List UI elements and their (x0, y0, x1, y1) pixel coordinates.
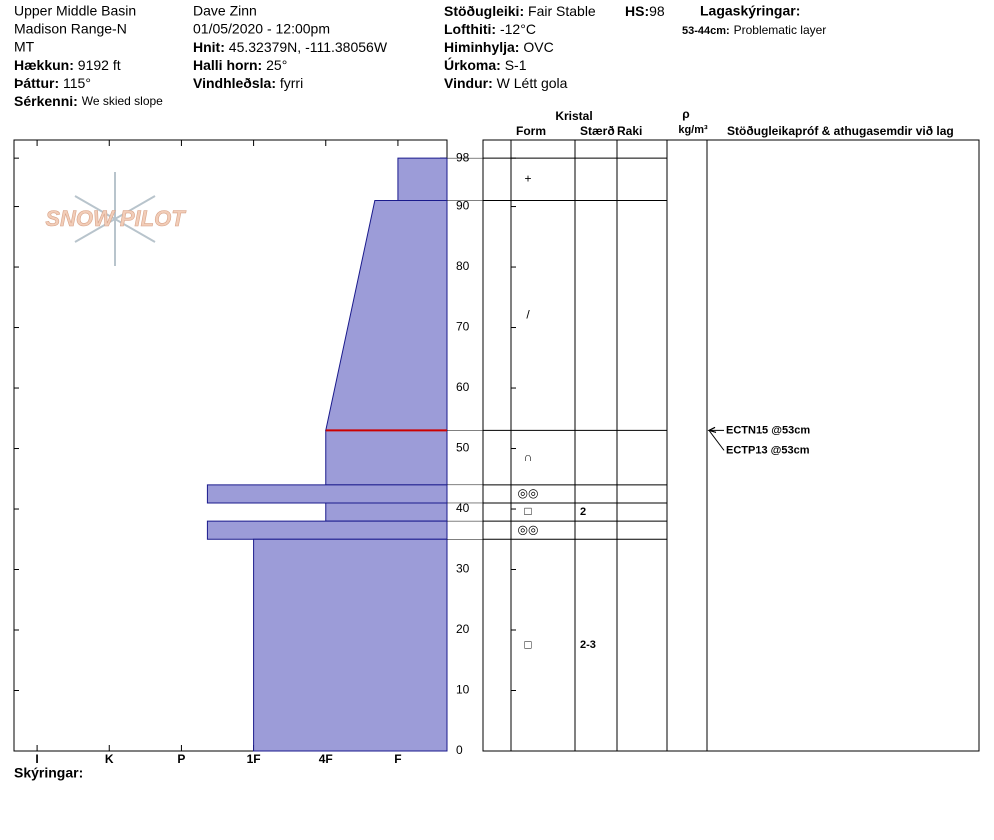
grain-form: + (524, 171, 531, 185)
grain-form: ∩ (524, 450, 533, 464)
layer (325, 502, 448, 522)
col-header: ρ (682, 107, 689, 121)
location: Madison Range-N (14, 21, 127, 37)
observer: Dave Zinn (193, 3, 257, 19)
layer (206, 520, 448, 540)
layer (253, 538, 448, 752)
air-temp: Lofthiti: -12°C (444, 21, 536, 37)
logo-text: SNOW PILOT (45, 206, 186, 231)
layer-notes-title: Lagaskýringar: (700, 3, 800, 19)
test-arrowhead (707, 426, 717, 433)
y-tick-label: 90 (456, 199, 470, 213)
test-arrow (708, 430, 725, 451)
layer-note: 53-44cm: Problematic layer (682, 22, 826, 38)
location: Upper Middle Basin (14, 3, 136, 19)
stability: Stöðugleiki: Fair Stable (444, 3, 596, 19)
coords: Hnit: 45.32379N, -111.38056W (193, 39, 388, 55)
features: Sérkenni: We skied slope (14, 93, 163, 109)
col-header: Raki (617, 124, 642, 138)
grain-size: 2-3 (580, 639, 596, 651)
x-tick-label: P (177, 752, 185, 766)
col-header: Form (516, 124, 546, 138)
grain-size: 2 (580, 506, 586, 518)
y-tick-label: 30 (456, 562, 470, 576)
y-tick-label: 50 (456, 441, 470, 455)
wind: Vindur: W Létt gola (444, 75, 568, 91)
datetime: 01/05/2020 - 12:00pm (193, 21, 330, 37)
col-header: Kristal (555, 109, 592, 123)
column-lines (510, 140, 708, 751)
x-tick-label: F (394, 752, 401, 766)
layer (206, 484, 448, 504)
location: MT (14, 39, 35, 55)
col-header: kg/m³ (678, 124, 708, 136)
slope: Halli horn: 25° (193, 57, 287, 73)
precip: Úrkoma: S-1 (444, 56, 527, 73)
x-tick-label: 4F (319, 752, 333, 766)
grain-form: □ (524, 504, 531, 518)
y-tick-label: 0 (456, 743, 463, 757)
test-label: ECTP13 @53cm (726, 444, 810, 456)
grain-form: ◎◎ (518, 522, 539, 536)
hs: HS:98 (625, 3, 665, 19)
x-tick-label: I (35, 752, 38, 766)
test-label: ECTN15 @53cm (726, 424, 810, 436)
footer: Skýringar: (14, 765, 83, 781)
y-tick-label: 20 (456, 622, 470, 636)
y-tick-label: 60 (456, 380, 470, 394)
x-tick-label: K (105, 752, 114, 766)
grain-form: / (526, 308, 530, 322)
col-header: Stöðugleikapróf & athugasemdir við lag (727, 124, 954, 138)
wind-loading: Vindhleðsla: fyrri (193, 75, 303, 91)
elevation: Hækkun: 9192 ft (14, 57, 121, 73)
y-tick-label: 10 (456, 683, 470, 697)
col-header: Stærð (580, 124, 615, 138)
y-tick-label: 40 (456, 501, 470, 515)
logo (74, 172, 156, 266)
y-tick-label: 70 (456, 320, 470, 334)
y-tick-label: 98 (456, 150, 470, 164)
layer (325, 429, 448, 486)
y-tick-label: 80 (456, 259, 470, 273)
grain-form: □ (524, 637, 531, 651)
layer (325, 199, 448, 431)
x-tick-label: 1F (247, 752, 261, 766)
grain-form: ◎◎ (518, 486, 539, 500)
sky: Himinhylja: OVC (444, 39, 554, 55)
table-frame (482, 139, 980, 752)
aspect: Þáttur: 115° (14, 75, 91, 91)
layer (397, 157, 448, 201)
